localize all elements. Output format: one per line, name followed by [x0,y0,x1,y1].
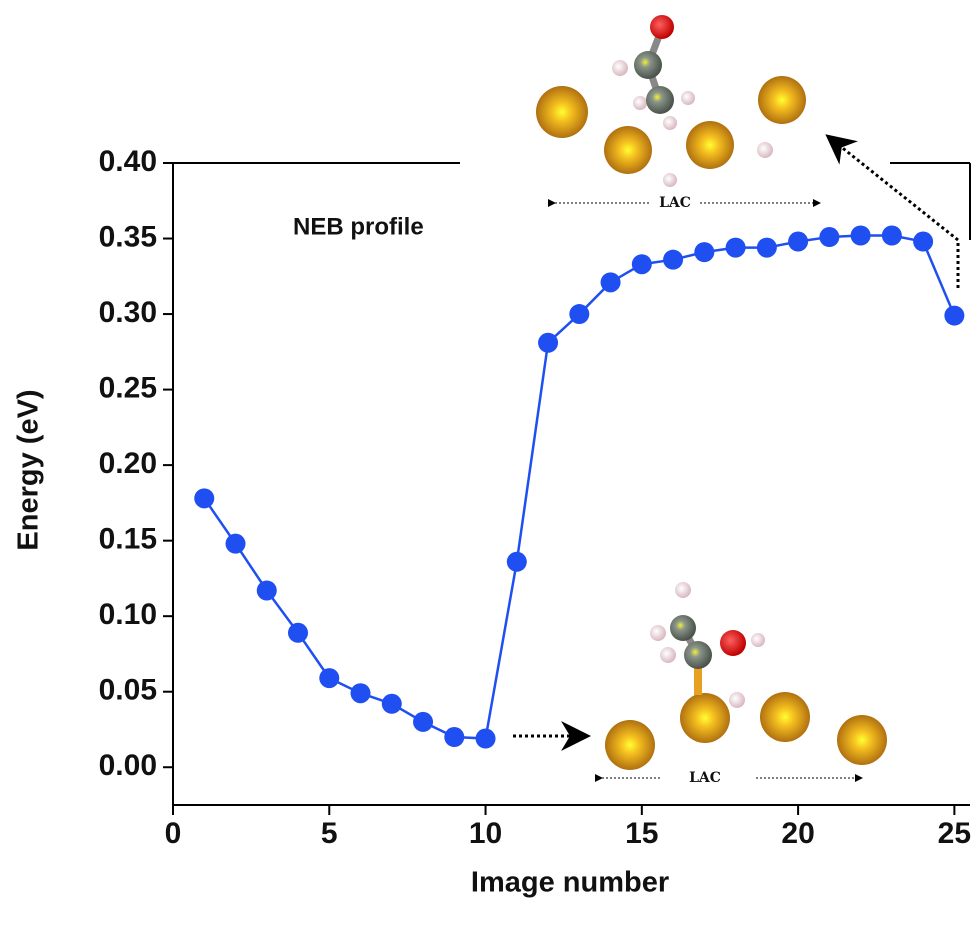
x-tick-label: 10 [469,817,502,850]
data-point [725,237,746,258]
data-point [319,668,340,689]
data-point [819,227,840,248]
inset-bottom: LAC [513,582,887,786]
data-point [506,551,527,572]
x-tick-label: 15 [625,817,658,850]
data-point [288,622,309,643]
y-tick-label: 0.25 [99,372,157,405]
data-point [444,727,465,748]
data-point [538,332,559,353]
data-point [663,249,684,270]
data-point [944,305,965,326]
data-point [694,242,715,263]
data-point [569,304,590,325]
x-axis-label: Image number [471,867,669,899]
x-tick-label: 25 [938,817,971,850]
data-point [475,728,496,749]
y-tick-label: 0.00 [99,749,157,782]
annotation: NEB profile [293,213,424,240]
y-tick-label: 0.05 [99,674,157,707]
data-point [881,225,902,246]
data-point [256,580,277,601]
y-tick-label: 0.40 [99,145,157,178]
data-point [756,237,777,258]
data-point [850,225,871,246]
y-axis-label: Energy (eV) [13,389,45,550]
data-point [788,231,809,252]
y-tick-label: 0.35 [99,220,157,253]
data-point [350,683,371,704]
x-tick-label: 0 [165,817,182,850]
data-point [631,254,652,275]
frame [172,162,971,806]
inset-label: LAC [689,770,721,786]
y-tick-label: 0.30 [99,296,157,329]
y-tick-label: 0.15 [99,523,157,556]
y-tick-label: 0.10 [99,598,157,631]
data-point [381,693,402,714]
inset-top: LAC [536,15,960,288]
data-point [194,488,215,509]
y-tick-label: 0.20 [99,447,157,480]
data-point [225,533,246,554]
inset-label: LAC [659,195,691,211]
x-tick-label: 5 [321,817,338,850]
x-tick-label: 20 [781,817,814,850]
data-point [600,272,621,293]
data-point [913,231,934,252]
data-point [413,711,434,732]
